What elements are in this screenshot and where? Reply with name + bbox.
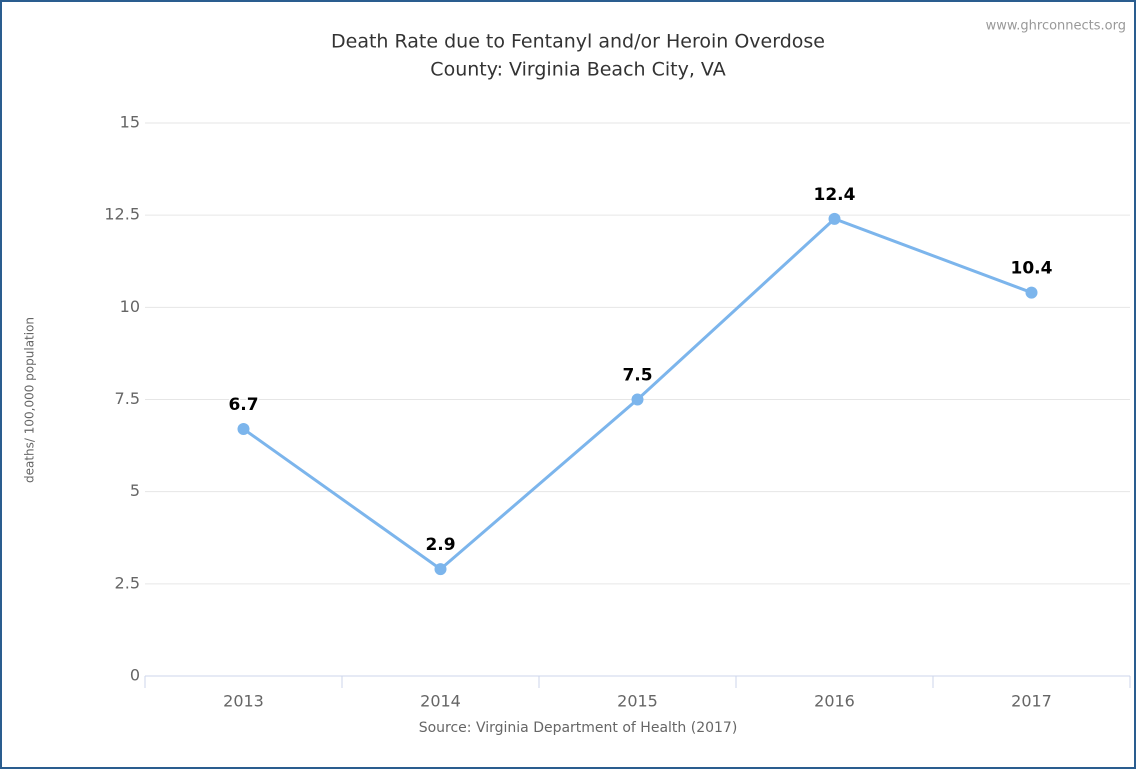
y-tick-label: 12.5 [104,205,140,224]
data-label: 6.7 [228,395,258,415]
data-label: 2.9 [425,535,455,555]
y-tick-label: 5 [130,481,140,500]
x-tick-label: 2014 [420,692,461,711]
x-tick-label: 2015 [617,692,658,711]
point [631,393,644,406]
x-tick-label: 2013 [223,692,264,711]
chart-subtitle: County: Virginia Beach City, VA [430,59,725,81]
y-axis-label: deaths/ 100,000 population [23,317,37,483]
point [237,422,250,435]
y-tick-label: 10 [120,297,140,316]
data-label: 7.5 [622,366,652,386]
y-tick-label: 15 [120,113,140,132]
x-tick-label: 2016 [814,692,855,711]
point [1025,286,1038,299]
x-tick-label: 2017 [1011,692,1052,711]
y-tick-label: 7.5 [115,389,140,408]
data-label: 12.4 [814,185,856,205]
x-axis-label: Source: Virginia Department of Health (2… [419,720,738,736]
data-label: 10.4 [1011,259,1053,279]
chart-title: Death Rate due to Fentanyl and/or Heroin… [331,31,825,53]
credit: www.ghrconnects.org [986,19,1126,34]
y-tick-label: 2.5 [115,573,140,592]
point [828,212,841,225]
y-tick-label: 0 [130,666,140,685]
point [434,563,447,576]
